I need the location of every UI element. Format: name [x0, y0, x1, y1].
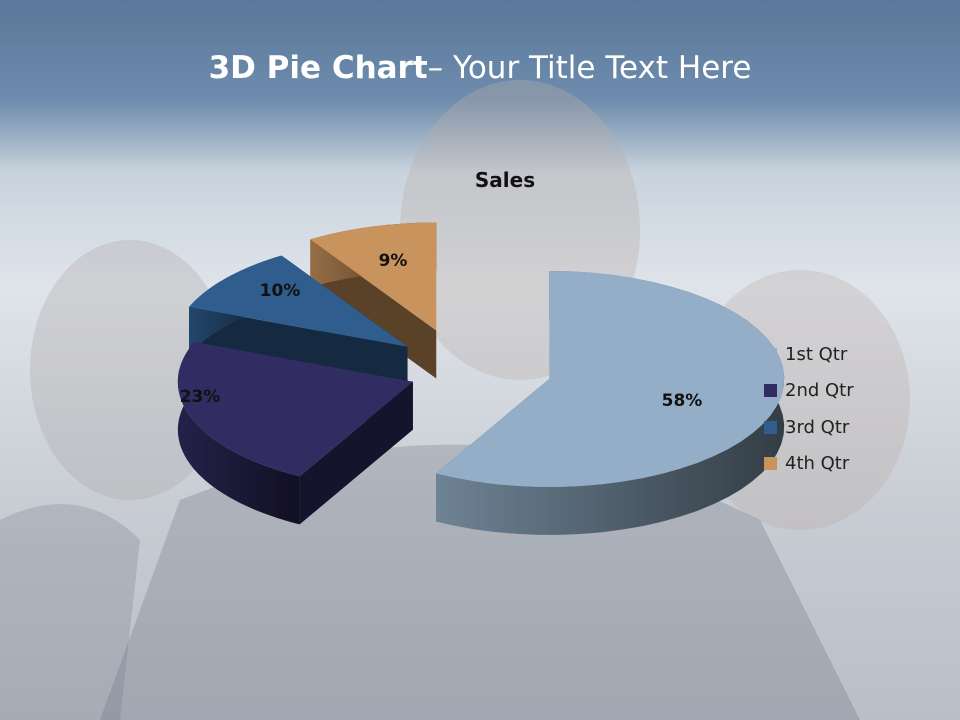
data-label: 58% [662, 391, 703, 411]
pie-slice-1st-qtr [436, 270, 785, 487]
slice-radial-wall [299, 381, 413, 525]
legend-label: 3rd Qtr [785, 416, 850, 438]
pie-slice-3rd-qtr [189, 255, 408, 347]
legend-item: 3rd Qtr [764, 409, 854, 446]
legend-item: 1st Qtr [764, 336, 854, 373]
pie-slice-2nd-qtr [177, 341, 413, 477]
legend-swatch [764, 457, 777, 471]
legend-item: 4th Qtr [764, 446, 854, 483]
legend-item: 2nd Qtr [764, 373, 854, 410]
slice-outer-wall [177, 341, 300, 525]
legend-swatch [764, 384, 777, 398]
legend-label: 4th Qtr [785, 453, 850, 475]
slide-title: 3D Pie Chart– Your Title Text Here [208, 50, 752, 86]
legend-swatch [764, 347, 777, 361]
data-label: 9% [379, 251, 408, 271]
legend-label: 2nd Qtr [785, 380, 854, 402]
legend-swatch [764, 420, 777, 434]
legend: 1st Qtr 2nd Qtr 3rd Qtr 4th Qtr [764, 336, 854, 482]
legend-label: 1st Qtr [785, 343, 848, 365]
data-label: 10% [260, 281, 301, 301]
pie-slice-4th-qtr [310, 222, 437, 331]
chart-title: Sales [474, 168, 536, 192]
data-label: 23% [180, 387, 221, 407]
